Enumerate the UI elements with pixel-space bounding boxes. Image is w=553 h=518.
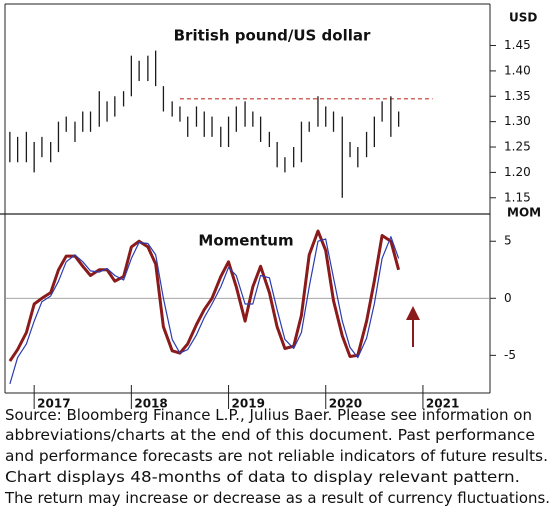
y-tick-label: 1.25 (504, 140, 531, 154)
momentum-line (8, 229, 401, 362)
y-axis-label: USD (509, 11, 537, 25)
x-tick-label: 2018 (134, 397, 167, 411)
x-tick-label: 2017 (37, 397, 70, 411)
y-axis-label: MOM (507, 206, 541, 220)
footnote: abbreviations/charts at the end of this … (5, 426, 535, 444)
y-tick-label: 1.35 (504, 89, 531, 103)
y-tick-label: 1.45 (504, 38, 531, 52)
y-tick-label: 0 (504, 291, 512, 305)
y-tick-label: -5 (504, 348, 516, 362)
footnote: and performance forecasts are not reliab… (5, 447, 548, 465)
x-tick-label: 2021 (426, 397, 459, 411)
footnote: The return may increase or decrease as a… (4, 489, 550, 507)
x-tick-label: 2020 (329, 397, 362, 411)
y-tick-label: 1.30 (504, 114, 531, 128)
annotation-arrow (406, 306, 420, 347)
momentum-line (9, 236, 400, 385)
y-tick-label: 5 (504, 234, 512, 248)
footnote: Chart displays 48-months of data to disp… (5, 468, 520, 486)
chart-title: Momentum (198, 232, 293, 250)
y-tick-label: 1.40 (504, 63, 531, 77)
y-tick-label: 1.20 (504, 165, 531, 179)
y-tick-label: 1.15 (504, 190, 531, 204)
chart-title: British pound/US dollar (174, 27, 371, 45)
footnote: Source: Bloomberg Finance L.P., Julius B… (5, 406, 532, 424)
x-tick-label: 2019 (232, 397, 265, 411)
